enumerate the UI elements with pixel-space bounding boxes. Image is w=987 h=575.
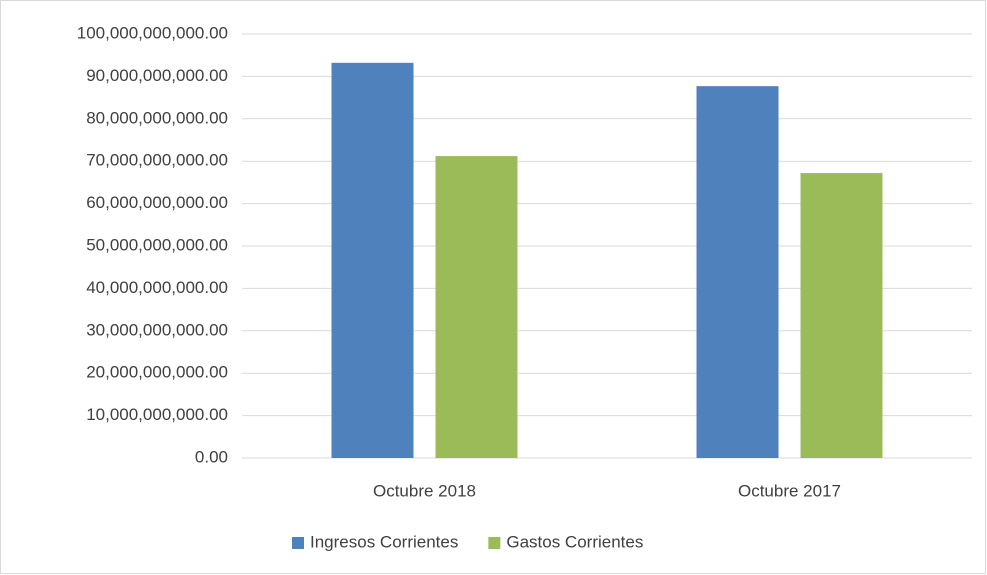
legend-swatch [292,537,304,549]
y-tick-label: 50,000,000,000.00 [86,235,228,254]
legend-swatch [488,537,501,549]
y-tick-label: 30,000,000,000.00 [86,320,228,339]
y-tick-label: 80,000,000,000.00 [86,108,228,127]
y-tick-label: 10,000,000,000.00 [86,405,228,424]
bar [331,62,414,458]
bar [800,173,883,458]
y-tick-label: 100,000,000,000.00 [77,23,228,42]
y-tick-label: 20,000,000,000.00 [86,363,228,382]
y-tick-label: 40,000,000,000.00 [86,278,228,297]
y-tick-label: 0.00 [195,447,228,466]
bar [696,86,779,458]
y-tick-label: 60,000,000,000.00 [86,193,228,212]
bar [435,156,518,458]
x-tick-label: Octubre 2017 [738,481,841,500]
y-tick-label: 70,000,000,000.00 [86,151,228,170]
legend-label: Gastos Corrientes [506,532,643,551]
x-tick-label: Octubre 2018 [373,481,476,500]
y-tick-label: 90,000,000,000.00 [86,66,228,85]
legend-label: Ingresos Corrientes [310,532,458,551]
